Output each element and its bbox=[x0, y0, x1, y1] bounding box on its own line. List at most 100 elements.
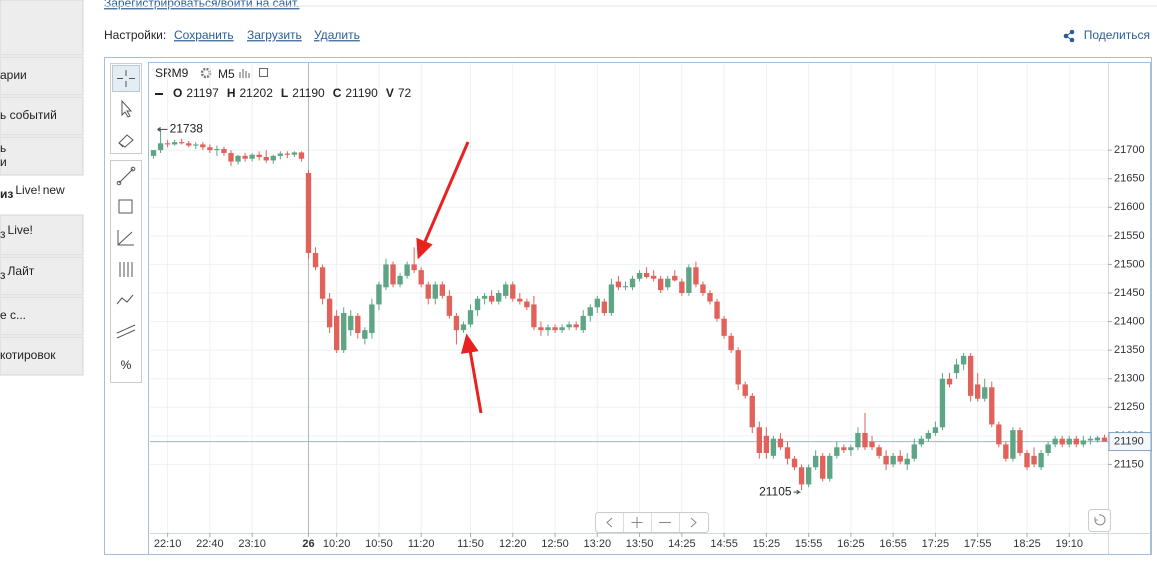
candle-body bbox=[150, 150, 157, 156]
candle-body bbox=[679, 281, 685, 293]
candle-body bbox=[784, 447, 791, 459]
candle-body bbox=[446, 295, 453, 316]
share-link[interactable]: Поделиться bbox=[1084, 28, 1150, 42]
candle-body bbox=[545, 327, 551, 331]
compare-icon[interactable] bbox=[259, 68, 268, 77]
candle-body bbox=[932, 427, 939, 433]
x-tick-label: 17:55 bbox=[964, 538, 992, 550]
line-tool[interactable] bbox=[118, 168, 134, 184]
x-tick-label: 18:25 bbox=[1013, 538, 1041, 550]
candle-body bbox=[1024, 453, 1030, 468]
x-tick-label: 16:25 bbox=[837, 538, 865, 550]
candle-body bbox=[714, 301, 720, 319]
candle-body bbox=[474, 298, 481, 311]
sidebar-item[interactable] bbox=[0, 0, 84, 56]
candle-body bbox=[524, 301, 530, 308]
candle-body bbox=[869, 441, 875, 448]
indicators-icon[interactable] bbox=[239, 69, 250, 78]
candle-body bbox=[552, 327, 558, 331]
candle-body bbox=[911, 444, 917, 459]
y-tick-label: 21150 bbox=[1114, 458, 1144, 470]
sidebar-item[interactable] bbox=[0, 214, 84, 256]
nav-zoom-in[interactable] bbox=[631, 517, 643, 528]
candle-body bbox=[841, 447, 847, 451]
candle-body bbox=[1052, 438, 1058, 445]
y-tick-label: 21700 bbox=[1114, 144, 1145, 156]
candle-body bbox=[848, 447, 854, 451]
channel-tool[interactable] bbox=[116, 324, 136, 339]
x-tick-label: 17:25 bbox=[922, 538, 950, 550]
sidebar-item[interactable] bbox=[0, 336, 84, 376]
reset-button[interactable] bbox=[1088, 509, 1111, 532]
candle-body bbox=[770, 438, 777, 456]
candle-body bbox=[425, 284, 431, 299]
candle-body bbox=[1101, 437, 1108, 442]
nav-left[interactable] bbox=[606, 517, 613, 528]
candle-body bbox=[1087, 438, 1094, 441]
high-marker-label: 21738 bbox=[170, 122, 204, 136]
x-tick-label: 11:50 bbox=[457, 538, 484, 550]
candle-body bbox=[397, 275, 403, 285]
candle-body bbox=[411, 264, 417, 271]
candle-body bbox=[580, 315, 586, 331]
share-icon[interactable] bbox=[1063, 29, 1075, 43]
register-link[interactable]: Зарегистрироваться/войти на сайт. bbox=[104, 0, 299, 10]
candle-body bbox=[742, 384, 748, 396]
candle-body bbox=[946, 378, 953, 385]
fib-tool[interactable] bbox=[117, 230, 134, 246]
candle-body bbox=[629, 278, 636, 288]
candle-body bbox=[982, 387, 988, 399]
sidebar-label: е с... bbox=[0, 308, 26, 322]
load-link[interactable]: Загрузить bbox=[247, 28, 302, 42]
candle-body bbox=[439, 284, 446, 296]
low-marker-arrow bbox=[793, 489, 802, 495]
sidebar-label: из bbox=[0, 187, 13, 201]
sidebar-item[interactable] bbox=[0, 256, 84, 296]
wave-tool[interactable] bbox=[116, 294, 134, 305]
candle-body bbox=[559, 327, 565, 331]
candle-body bbox=[798, 467, 805, 485]
x-tick-label: 22:10 bbox=[154, 538, 182, 550]
candle-body bbox=[1045, 444, 1051, 453]
legend-key: O bbox=[173, 86, 182, 100]
candle-body bbox=[587, 307, 593, 316]
x-tick-label: 15:55 bbox=[795, 538, 823, 550]
candle-body bbox=[566, 324, 572, 328]
sidebar-item[interactable] bbox=[0, 296, 84, 336]
high-marker-arrow bbox=[157, 127, 168, 132]
candle-body bbox=[214, 149, 220, 151]
candle-body bbox=[672, 275, 678, 281]
nav-right[interactable] bbox=[690, 517, 697, 528]
candle-body bbox=[376, 284, 382, 305]
sidebar-item[interactable] bbox=[0, 136, 84, 176]
x-tick-label: 22:40 bbox=[196, 538, 224, 550]
delete-link[interactable]: Удалить bbox=[314, 28, 360, 42]
eraser-button[interactable] bbox=[118, 134, 134, 148]
candle-body bbox=[918, 438, 925, 445]
candle-body bbox=[777, 438, 784, 448]
low-marker-label: 21105 bbox=[759, 484, 792, 498]
candle-body bbox=[1038, 453, 1044, 468]
legend-key: C bbox=[333, 86, 342, 100]
candle-body bbox=[834, 447, 840, 456]
save-link[interactable]: Сохранить bbox=[174, 28, 234, 42]
cycle-tool[interactable] bbox=[119, 262, 133, 277]
rect-tool[interactable] bbox=[118, 199, 133, 214]
chart-panel bbox=[148, 62, 1151, 555]
sidebar-item[interactable] bbox=[0, 56, 84, 96]
candle-body bbox=[362, 330, 368, 339]
y-tick-label: 21600 bbox=[1114, 201, 1145, 213]
interval[interactable]: M5 bbox=[218, 67, 235, 81]
pointer-button[interactable] bbox=[121, 99, 133, 118]
legend-key: V bbox=[386, 86, 394, 100]
x-tick-label: 14:55 bbox=[710, 538, 738, 550]
candle-body bbox=[418, 270, 424, 285]
candle-body bbox=[531, 304, 537, 328]
candle-body bbox=[650, 275, 657, 279]
crosshair-button[interactable] bbox=[112, 65, 140, 92]
candle-body bbox=[1073, 438, 1079, 445]
percent-tool[interactable]: % bbox=[121, 358, 132, 372]
line-tool-end bbox=[116, 180, 122, 186]
sidebar-item[interactable] bbox=[0, 96, 84, 136]
legend-value: 72 bbox=[398, 86, 412, 100]
